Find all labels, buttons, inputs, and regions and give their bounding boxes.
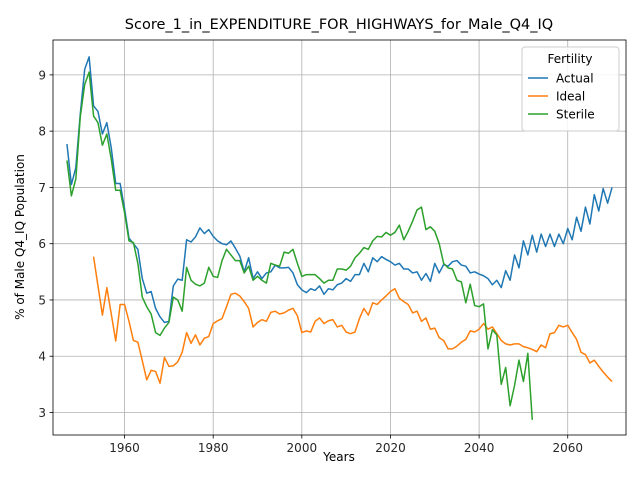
y-tick-label: 8 — [38, 125, 46, 139]
y-tick-label: 6 — [38, 237, 46, 251]
x-tick-label: 1980 — [198, 441, 229, 455]
chart-title: Score_1_in_EXPENDITURE_FOR_HIGHWAYS_for_… — [125, 17, 553, 33]
series-line-actual — [66, 56, 613, 324]
legend-label-sterile: Sterile — [556, 108, 595, 122]
x-tick-label: 2000 — [287, 441, 318, 455]
series-line-sterile — [66, 71, 534, 420]
legend-label-actual: Actual — [556, 72, 594, 86]
series-lines — [66, 56, 613, 420]
legend-box — [521, 46, 620, 132]
series-line-ideal — [92, 256, 613, 384]
x-tick-label: 1960 — [109, 441, 140, 455]
x-axis-label: Years — [322, 450, 355, 464]
x-tick-label: 2040 — [464, 441, 495, 455]
legend: Fertility Actual Ideal Sterile — [521, 46, 620, 132]
legend-items: Actual Ideal Sterile — [528, 72, 595, 122]
legend-label-ideal: Ideal — [556, 90, 585, 104]
y-tick-label: 7 — [38, 181, 46, 195]
x-tick-label: 2060 — [552, 441, 583, 455]
legend-title: Fertility — [547, 52, 592, 66]
y-tick-label: 3 — [38, 406, 46, 420]
y-axis-label: % of Male Q4_IQ Population — [13, 154, 27, 320]
plot-frame — [52, 39, 627, 436]
y-tick-label: 9 — [38, 68, 46, 82]
axis-ticks: 1960 1980 2000 2020 2040 2060 3 4 5 6 7 8 9 — [38, 68, 583, 455]
y-tick-label: 4 — [38, 350, 46, 364]
y-tick-label: 5 — [38, 293, 46, 307]
x-tick-label: 2020 — [375, 441, 406, 455]
